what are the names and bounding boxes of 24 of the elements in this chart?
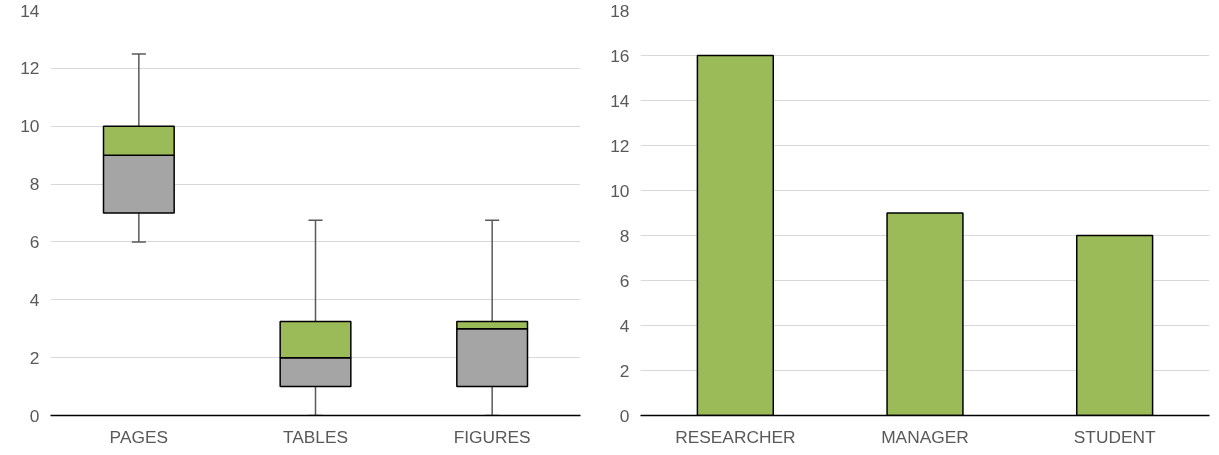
y-tick-label: 0	[619, 405, 630, 426]
y-tick-label: 8	[619, 225, 630, 246]
y-tick-label: 14	[20, 0, 40, 21]
y-tick-label: 16	[610, 45, 630, 66]
y-tick-label: 0	[29, 405, 40, 426]
y-tick-label: 10	[20, 116, 40, 137]
y-tick-label: 8	[29, 174, 40, 195]
y-tick-label: 12	[610, 135, 630, 156]
y-tick-label: 2	[29, 347, 40, 368]
y-tick-label: 14	[610, 90, 630, 111]
x-tick-label: TABLES	[282, 426, 349, 447]
x-tick-label: RESEARCHER	[675, 426, 796, 447]
y-tick-label: 4	[29, 289, 40, 310]
y-tick-label: 2	[619, 360, 630, 381]
x-tick-label: STUDENT	[1073, 426, 1156, 447]
x-tick-label: PAGES	[109, 426, 169, 447]
y-tick-label: 6	[29, 231, 40, 252]
x-tick-label: MANAGER	[881, 426, 969, 447]
y-tick-label: 12	[20, 58, 40, 79]
y-tick-label: 10	[610, 180, 630, 201]
y-tick-label: 18	[610, 0, 630, 21]
y-tick-label: 4	[619, 315, 630, 336]
x-tick-label: FIGURES	[453, 426, 531, 447]
y-tick-label: 6	[619, 270, 630, 291]
